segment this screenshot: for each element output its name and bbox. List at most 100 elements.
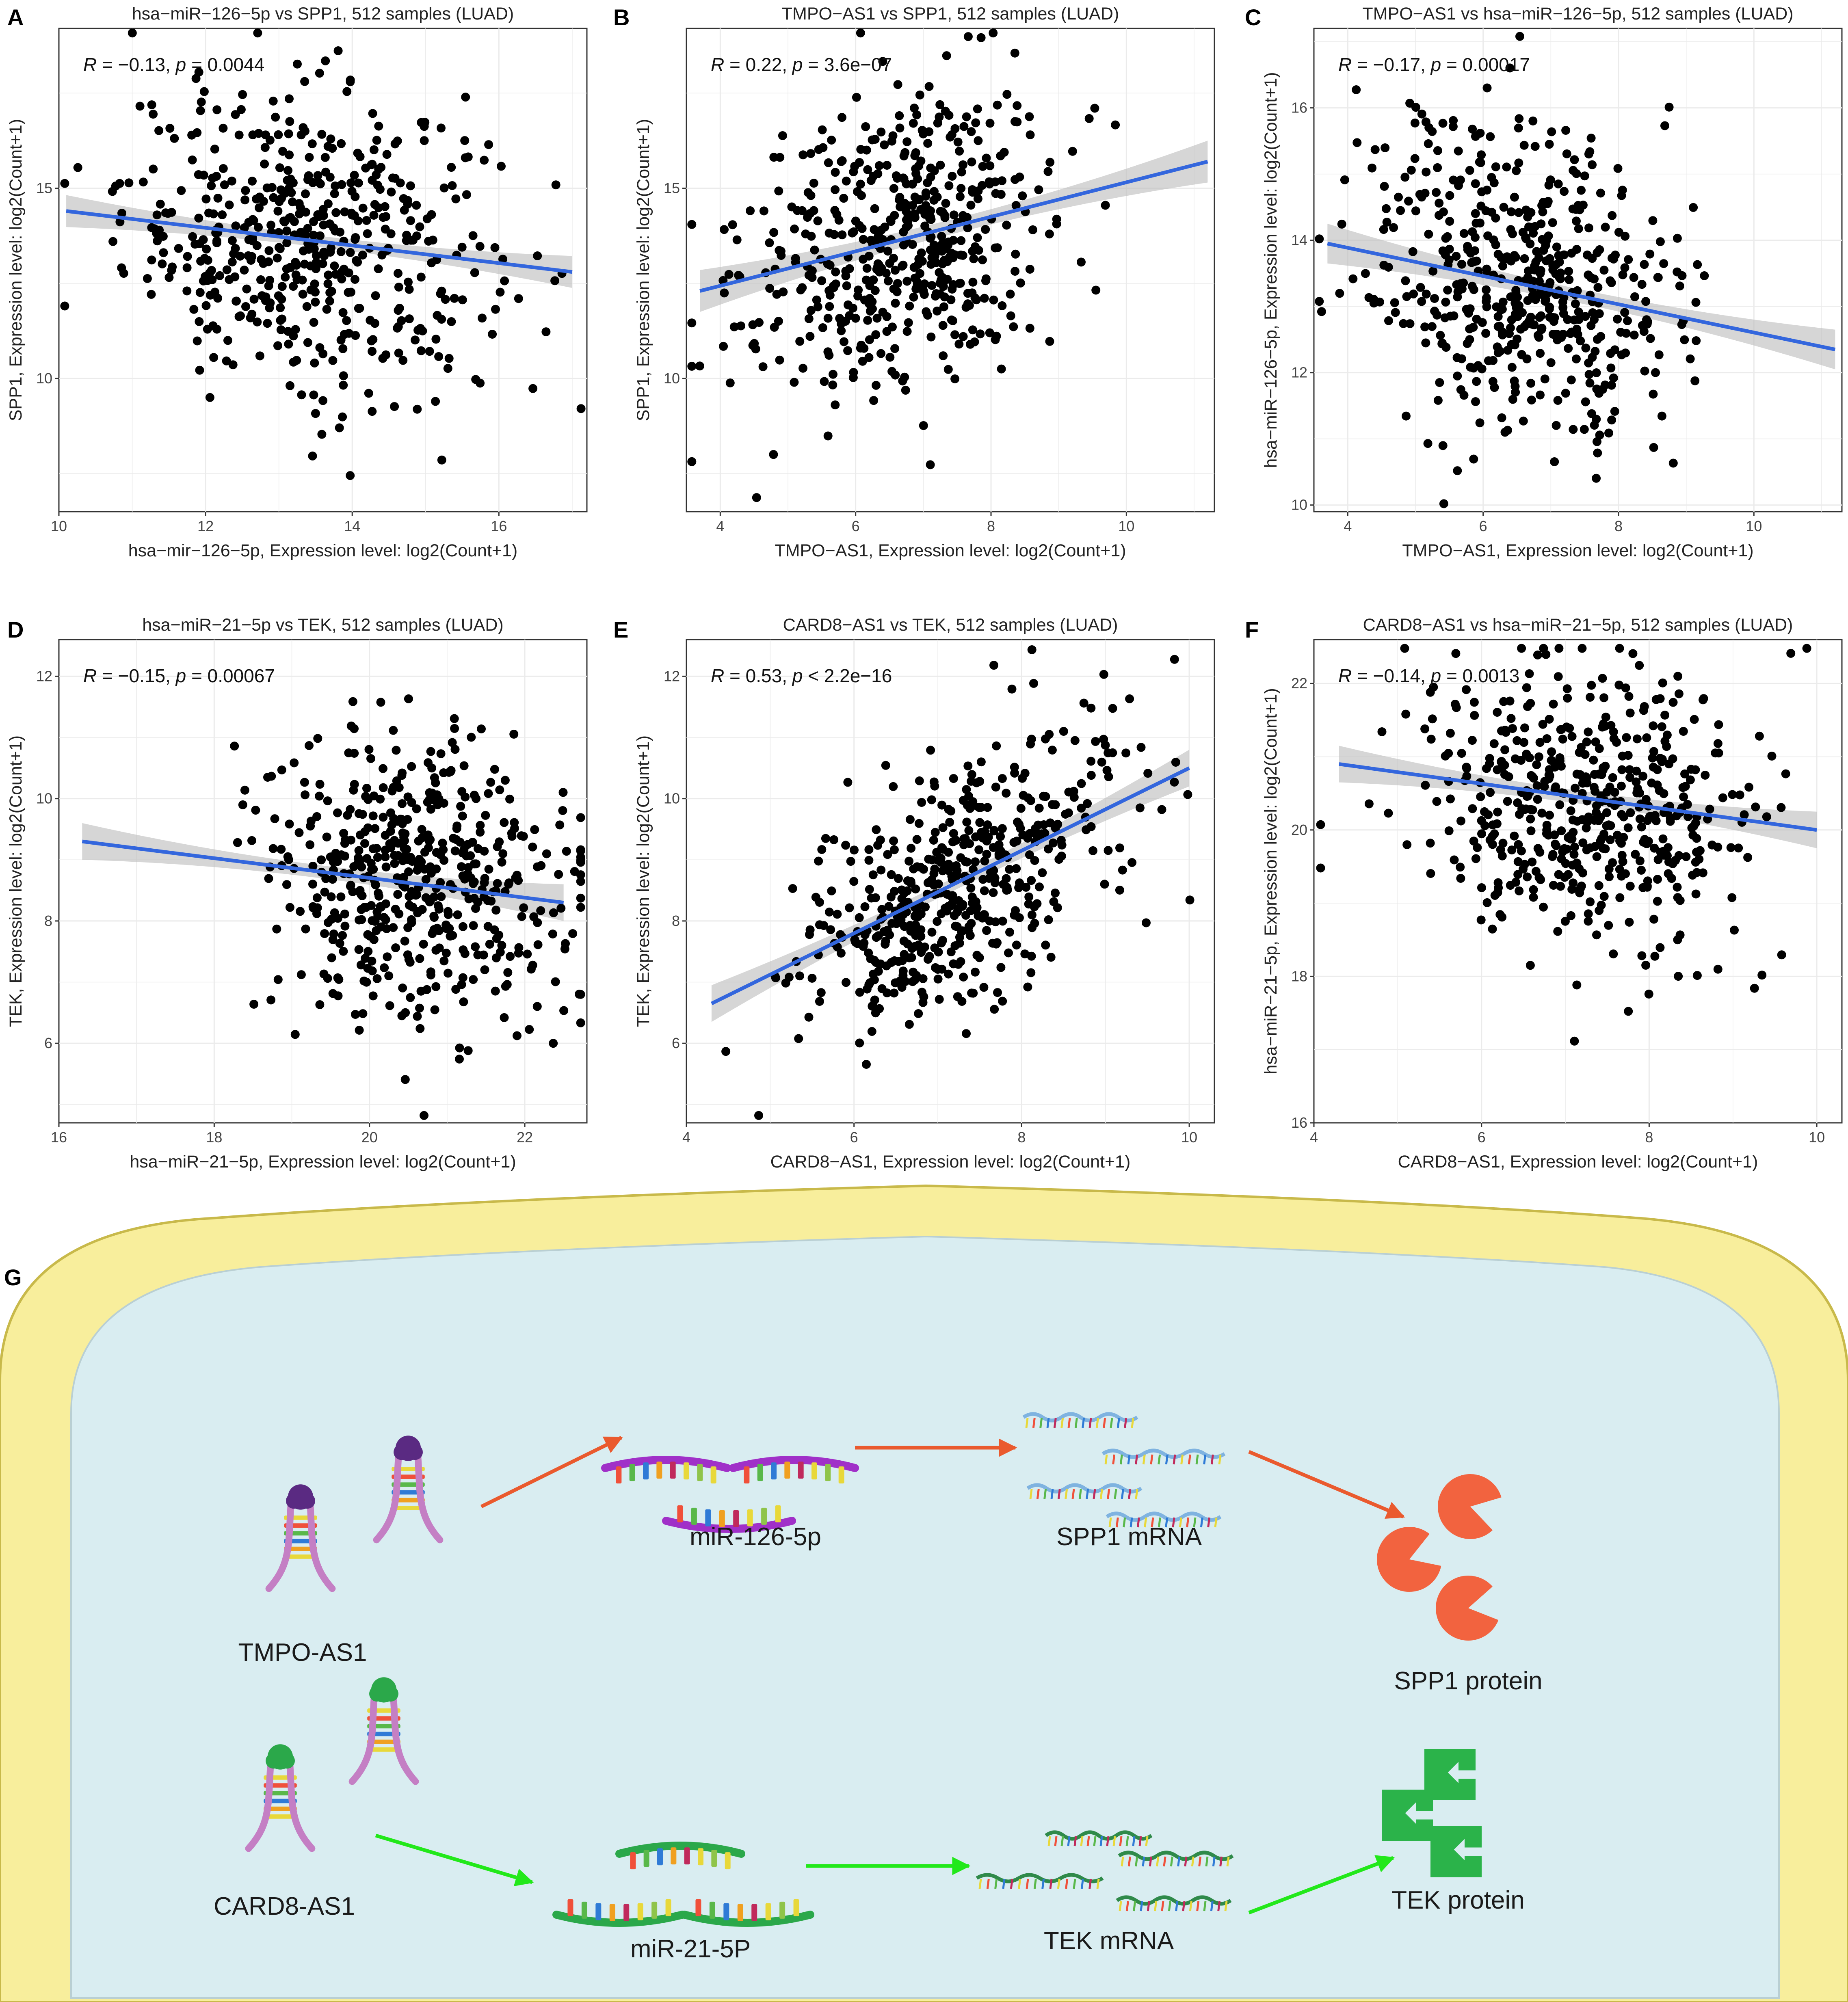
data-point bbox=[1489, 739, 1499, 748]
data-point bbox=[400, 829, 410, 839]
data-point bbox=[1493, 708, 1502, 717]
data-point bbox=[905, 301, 914, 311]
data-point bbox=[308, 902, 318, 911]
data-point bbox=[549, 1039, 558, 1048]
data-point bbox=[993, 100, 1002, 110]
correlation-stat: R = −0.14, p = 0.0013 bbox=[1338, 665, 1519, 686]
data-point bbox=[976, 828, 986, 837]
data-point bbox=[1571, 205, 1581, 214]
data-point bbox=[1549, 699, 1558, 709]
data-point bbox=[493, 879, 502, 888]
data-point bbox=[1488, 377, 1497, 386]
panel-label: F bbox=[1245, 617, 1259, 642]
data-point bbox=[301, 790, 310, 800]
data-point bbox=[328, 356, 338, 365]
data-point bbox=[1623, 751, 1633, 760]
data-point bbox=[1469, 698, 1479, 707]
data-point bbox=[1487, 173, 1496, 182]
data-point bbox=[1625, 765, 1634, 774]
data-point bbox=[1064, 787, 1073, 797]
data-point bbox=[201, 195, 211, 203]
data-point bbox=[1562, 722, 1571, 732]
data-point bbox=[1515, 886, 1524, 895]
data-point bbox=[1635, 814, 1645, 824]
data-point bbox=[938, 321, 948, 330]
data-point bbox=[1389, 223, 1398, 232]
data-point bbox=[1592, 368, 1601, 377]
data-point bbox=[456, 802, 465, 811]
data-point bbox=[225, 200, 234, 210]
data-point bbox=[1545, 715, 1554, 724]
data-point bbox=[1004, 948, 1013, 958]
data-point bbox=[1641, 960, 1651, 970]
data-point bbox=[736, 321, 746, 331]
data-point bbox=[1534, 752, 1543, 761]
data-point bbox=[870, 204, 879, 213]
data-point bbox=[400, 843, 409, 853]
data-point bbox=[957, 167, 966, 177]
data-point bbox=[886, 217, 896, 226]
data-point bbox=[1498, 330, 1507, 339]
data-point bbox=[1649, 747, 1658, 756]
data-point bbox=[460, 136, 470, 145]
data-point bbox=[376, 698, 385, 707]
data-point bbox=[829, 281, 838, 291]
data-point bbox=[1577, 743, 1586, 752]
data-point bbox=[978, 913, 987, 923]
data-point bbox=[981, 225, 990, 234]
data-point bbox=[320, 929, 329, 938]
data-point bbox=[283, 166, 293, 175]
data-point bbox=[1713, 964, 1722, 974]
data-point bbox=[117, 209, 126, 218]
y-tick-label: 10 bbox=[664, 790, 680, 807]
data-point bbox=[991, 335, 1000, 344]
data-point bbox=[890, 344, 900, 353]
data-point bbox=[967, 127, 976, 136]
data-point bbox=[384, 971, 394, 981]
data-point bbox=[274, 243, 283, 252]
data-point bbox=[1728, 790, 1737, 799]
data-point bbox=[1377, 727, 1387, 736]
data-point bbox=[514, 294, 523, 303]
data-point bbox=[1526, 699, 1535, 708]
data-point bbox=[837, 230, 847, 240]
data-point bbox=[514, 949, 523, 958]
data-point bbox=[1545, 140, 1554, 149]
data-point bbox=[470, 268, 479, 277]
data-point bbox=[1086, 822, 1096, 831]
data-point bbox=[930, 781, 939, 791]
data-point bbox=[439, 956, 449, 966]
data-point bbox=[937, 800, 946, 810]
data-point bbox=[333, 46, 343, 55]
data-point bbox=[1446, 729, 1455, 738]
data-point bbox=[843, 778, 853, 787]
data-point bbox=[532, 1002, 542, 1011]
data-point bbox=[842, 281, 851, 290]
data-point bbox=[829, 370, 837, 379]
data-point bbox=[372, 136, 381, 145]
data-point bbox=[446, 932, 455, 941]
data-point bbox=[436, 289, 445, 298]
data-point bbox=[950, 330, 959, 339]
data-point bbox=[973, 104, 982, 114]
data-point bbox=[1657, 411, 1666, 421]
data-point bbox=[855, 913, 864, 922]
data-point bbox=[1649, 721, 1658, 731]
data-point bbox=[899, 910, 908, 919]
y-tick-label: 8 bbox=[44, 912, 52, 929]
data-point bbox=[406, 993, 415, 1002]
data-point bbox=[312, 258, 321, 267]
data-point bbox=[429, 795, 438, 804]
data-point bbox=[138, 177, 148, 187]
data-point bbox=[1611, 251, 1620, 259]
data-point bbox=[1632, 777, 1641, 787]
data-point bbox=[1452, 353, 1462, 362]
data-point bbox=[1405, 319, 1415, 329]
data-point bbox=[1530, 222, 1540, 231]
data-point bbox=[264, 257, 273, 266]
data-point bbox=[1435, 211, 1443, 220]
data-point bbox=[935, 100, 945, 109]
data-point bbox=[430, 913, 439, 922]
data-point bbox=[788, 884, 797, 893]
